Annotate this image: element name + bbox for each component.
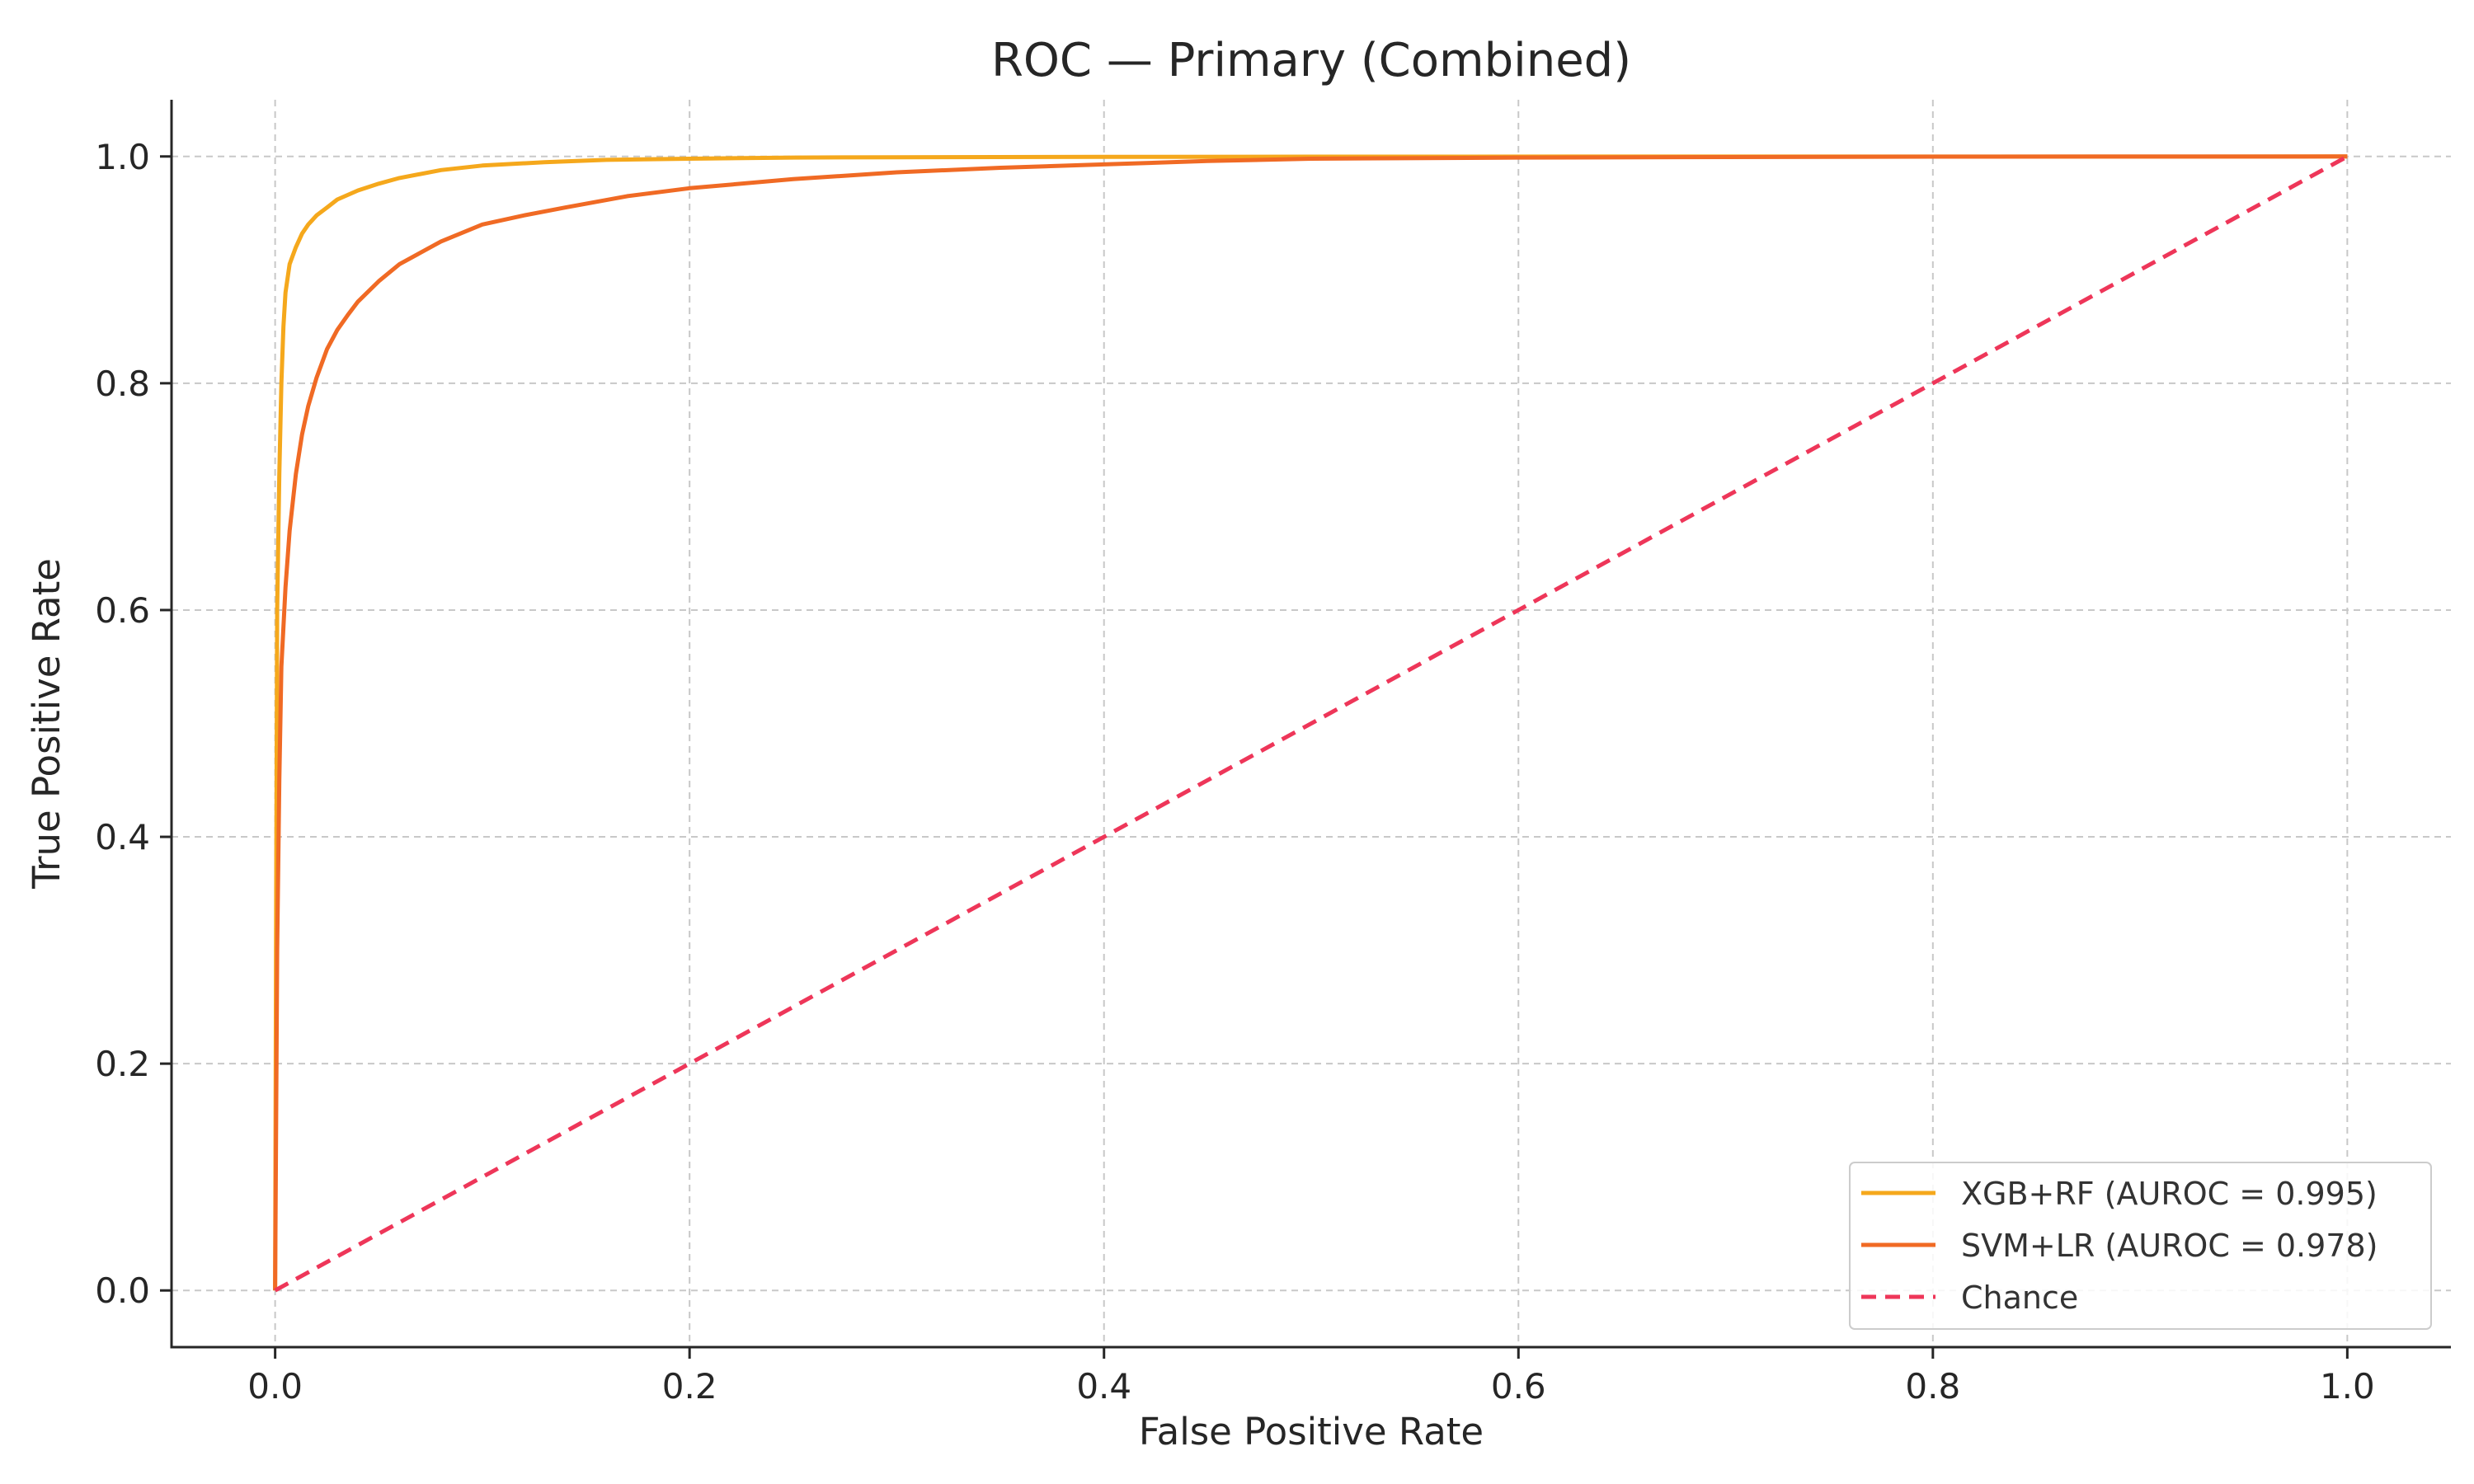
- series-line-1: [273, 154, 2348, 1291]
- y-tick-label: 1.0: [95, 137, 150, 177]
- series-line-2: [274, 154, 2349, 1293]
- y-tick-label: 0.2: [95, 1044, 150, 1084]
- x-tick-label: 1.0: [2320, 1366, 2375, 1407]
- legend-label-2: Chance: [1961, 1280, 2078, 1316]
- series-lines: [273, 154, 2349, 1293]
- y-tick-label: 0.4: [95, 817, 150, 857]
- x-axis-ticks: 0.0 0.2 0.4 0.6 0.8 1.0: [247, 1347, 2375, 1407]
- x-tick-label: 0.0: [247, 1366, 303, 1407]
- y-tick-label: 0.0: [95, 1270, 150, 1311]
- legend: XGB+RF (AUROC = 0.995) SVM+LR (AUROC = 0.…: [1849, 1162, 2432, 1330]
- legend-label-0: XGB+RF (AUROC = 0.995): [1961, 1176, 2378, 1212]
- x-axis-label: False Positive Rate: [1139, 1410, 1484, 1453]
- x-tick-label: 0.4: [1076, 1366, 1131, 1407]
- legend-label-1: SVM+LR (AUROC = 0.978): [1961, 1228, 2378, 1264]
- axis-spines: [170, 100, 2451, 1349]
- y-axis-label: True Positive Rate: [25, 558, 68, 890]
- x-tick-label: 0.2: [662, 1366, 717, 1407]
- chart-title: ROC — Primary (Combined): [991, 34, 1631, 87]
- y-axis-ticks: 0.0 0.2 0.4 0.6 0.8 1.0: [95, 137, 172, 1311]
- x-tick-label: 0.6: [1491, 1366, 1546, 1407]
- legend-box: [1849, 1162, 2432, 1330]
- y-tick-label: 0.8: [95, 364, 150, 404]
- series-line-0: [273, 154, 2348, 1291]
- x-tick-label: 0.8: [1905, 1366, 1960, 1407]
- y-tick-label: 0.6: [95, 590, 150, 631]
